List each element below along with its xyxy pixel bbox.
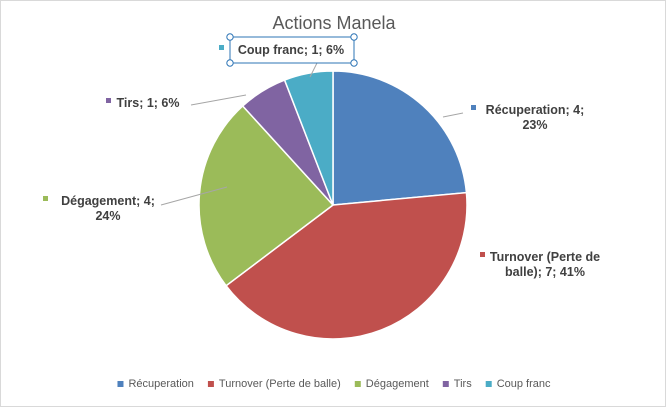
leader-line-coup-franc	[309, 62, 318, 78]
legend: Récuperation Turnover (Perte de balle) Dég…	[117, 378, 551, 390]
data-label-turnover-perte-de-balle: balle); 7; 41%	[505, 265, 585, 279]
leader-line-tirs	[190, 94, 247, 106]
legend-label: Tirs	[454, 378, 472, 390]
selection-handle[interactable]	[226, 59, 234, 67]
legend-swatch	[485, 381, 492, 387]
data-labels: Récuperation; 4;23% Turnover (Perte debal…	[43, 33, 600, 279]
legend-swatch	[354, 381, 361, 387]
selection-handle[interactable]	[350, 33, 358, 41]
pie-slices	[198, 70, 468, 340]
leader-line-recuperation	[442, 112, 464, 118]
leader-lines	[160, 62, 464, 206]
label-marker-tirs	[106, 98, 111, 103]
legend-swatch	[117, 381, 124, 387]
label-marker-coup-franc	[219, 45, 224, 50]
label-marker-recuperation	[471, 105, 476, 110]
pie-slice-coup-franc[interactable]	[283, 70, 334, 206]
legend-item-turnover-perte-de-balle[interactable]: Turnover (Perte de balle)	[207, 378, 341, 390]
legend-item-recuperation[interactable]: Récuperation	[117, 378, 194, 390]
label-marker-turnover-perte-de-balle	[480, 252, 485, 257]
pie-slice-recuperation[interactable]	[332, 70, 468, 206]
legend-item-tirs[interactable]: Tirs	[442, 378, 472, 390]
selection-handle[interactable]	[350, 59, 358, 67]
legend-item-coup-franc[interactable]: Coup franc	[485, 378, 551, 390]
selected-label-box[interactable]	[229, 36, 355, 64]
data-label-recuperation: Récuperation; 4;	[486, 103, 585, 117]
data-label-coup-franc: Coup franc; 1; 6%	[238, 43, 344, 57]
label-marker-degagement	[43, 196, 48, 201]
leader-line-degagement	[160, 186, 228, 206]
selection-handle[interactable]	[226, 33, 234, 41]
pie-slice-degagement[interactable]	[198, 104, 335, 287]
data-label-recuperation: 23%	[522, 118, 547, 132]
data-label-degagement: Dégagement; 4;	[61, 194, 155, 208]
chart-title: Actions Manela	[272, 13, 396, 33]
data-label-tirs: Tirs; 1; 6%	[117, 96, 180, 110]
pie-slice-turnover-perte-de-balle[interactable]	[225, 191, 468, 340]
legend-swatch	[207, 381, 214, 387]
legend-label: Récuperation	[128, 378, 193, 390]
legend-swatch	[442, 381, 449, 387]
data-label-degagement: 24%	[95, 209, 120, 223]
legend-label: Coup franc	[497, 378, 551, 390]
legend-item-degagement[interactable]: Dégagement	[354, 378, 429, 390]
legend-label: Dégagement	[366, 378, 429, 390]
legend-label: Turnover (Perte de balle)	[219, 378, 341, 390]
data-label-turnover-perte-de-balle: Turnover (Perte de	[490, 250, 600, 264]
